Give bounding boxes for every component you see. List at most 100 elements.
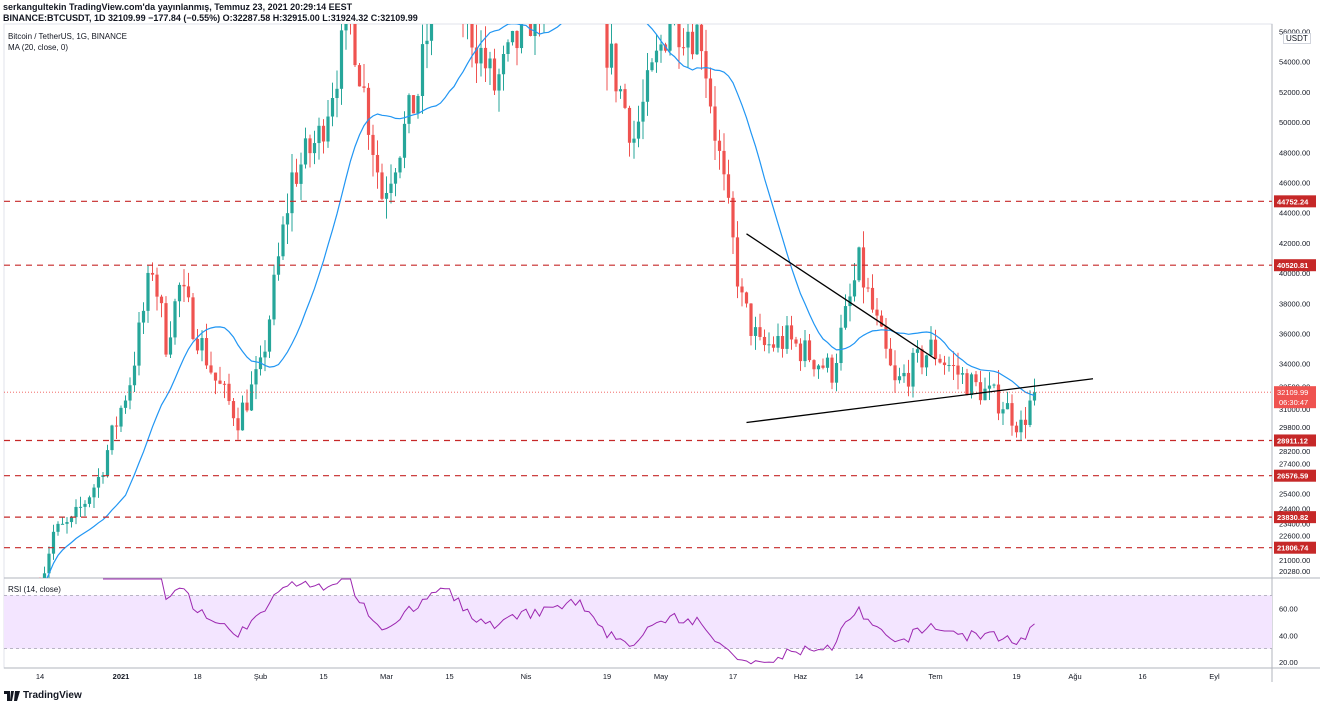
y-tick-label: 23400.00 (1279, 520, 1310, 529)
candle-body (875, 309, 879, 316)
candle-body (542, 0, 545, 18)
candle-body (767, 344, 771, 346)
candle-body (366, 87, 371, 135)
candle-body (708, 78, 713, 107)
candle-body (362, 86, 366, 88)
candle-body (344, 24, 348, 31)
y-tick-label: 48000.00 (1279, 148, 1310, 157)
x-tick-label: 15 (319, 672, 327, 681)
candle-body (267, 319, 272, 352)
candle-body (695, 24, 699, 55)
candle-body (1032, 392, 1037, 401)
candle-body (209, 365, 213, 373)
candle-body (69, 517, 74, 523)
candle-body (938, 358, 942, 363)
last-price-label: 32109.99 (1277, 388, 1308, 397)
y-tick-label: 29800.00 (1279, 423, 1310, 432)
rsi-tick-label: 40.00 (1279, 631, 1298, 640)
candle-body (785, 325, 789, 349)
trendline (746, 378, 1094, 424)
rsi-legend: RSI (14, close) (8, 585, 61, 594)
candle-body (857, 247, 861, 281)
candle-body (1005, 403, 1010, 410)
candle-body (821, 365, 825, 368)
level-badge (1274, 195, 1316, 208)
candle-body (177, 284, 182, 302)
candle-body (335, 88, 339, 99)
candle-body (60, 523, 65, 525)
candle-body (191, 297, 195, 339)
candle-body (303, 138, 308, 165)
level-badge (1274, 541, 1316, 554)
candle-body (699, 24, 704, 52)
candle-body (56, 523, 60, 532)
candle-body (924, 355, 929, 368)
candle-body (915, 349, 920, 353)
price-label: 32109.99 (108, 13, 146, 23)
x-tick-label: 14 (36, 672, 44, 681)
x-tick-label: 16 (1138, 672, 1146, 681)
candle-body (425, 40, 429, 45)
candle-body (690, 31, 695, 55)
candle-body (407, 95, 411, 124)
candle-body (704, 51, 708, 79)
candle-body (47, 553, 51, 574)
candle-body (222, 383, 227, 385)
candle-body (780, 335, 785, 349)
y-tick-label: 27400.00 (1279, 459, 1310, 468)
y-tick-label: 24400.00 (1279, 505, 1310, 514)
candle-body (276, 256, 281, 275)
candle-body (195, 338, 200, 351)
level-badge-label: 40520.81 (1277, 261, 1308, 270)
candle-body (812, 360, 816, 370)
candle-body (965, 373, 969, 396)
candle-body (816, 365, 821, 370)
candle-body (861, 247, 866, 288)
candle-body (402, 123, 407, 158)
x-tick-label: Eyl (1209, 672, 1220, 681)
candle-body (623, 89, 627, 108)
candle-body (96, 476, 101, 488)
candle-body (866, 287, 870, 289)
candle-body (290, 172, 294, 214)
last-price-badge (1274, 386, 1316, 409)
candle-body (371, 134, 375, 155)
tradingview-logo[interactable]: TradingView (4, 690, 82, 701)
candle-body (146, 272, 150, 311)
y-tick-label: 52000.00 (1279, 88, 1310, 97)
candle-body (601, 0, 604, 9)
candle-body (200, 338, 204, 351)
x-tick-label: 2021 (113, 672, 130, 681)
candle-body (879, 315, 884, 327)
candle-body (1028, 400, 1032, 425)
candle-body (627, 107, 632, 143)
candle-body (951, 365, 956, 367)
candle-body (618, 89, 623, 92)
y-tick-label: 36000.00 (1279, 329, 1310, 338)
candle-body (78, 506, 83, 508)
x-tick-label: 19 (603, 672, 611, 681)
candle-body (105, 450, 110, 476)
candle-body (168, 337, 173, 355)
candle-body (497, 74, 501, 91)
candle-body (605, 24, 609, 68)
level-badge (1274, 469, 1316, 482)
y-tick-label: 20280.00 (1279, 567, 1310, 576)
candle-body (983, 388, 987, 401)
candle-body (272, 274, 276, 320)
rsi-tick-label: 60.00 (1279, 605, 1298, 614)
candle-body (992, 384, 996, 386)
currency-label[interactable]: USDT (1283, 33, 1311, 44)
candle-body (474, 47, 479, 64)
y-tick-label: 44000.00 (1279, 209, 1310, 218)
candle-body (839, 327, 843, 364)
candle-body (753, 327, 758, 336)
candle-body (852, 280, 857, 297)
ohlc-line: BINANCE:BTCUSDT, 1D 32109.99 −177.84 (−0… (3, 13, 418, 23)
candle-body (42, 573, 47, 578)
candle-body (744, 292, 749, 304)
candle-body (717, 140, 722, 151)
candle-body (933, 339, 938, 359)
candle-body (830, 357, 834, 383)
